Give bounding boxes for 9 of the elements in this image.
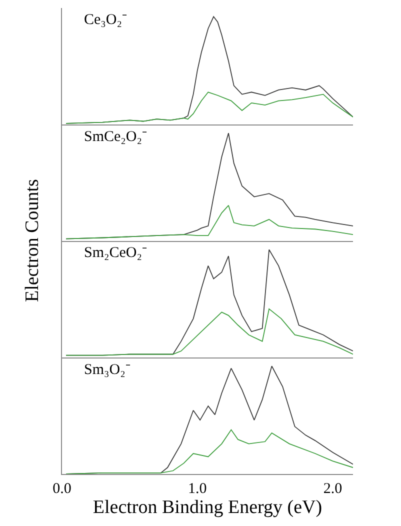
chart-title: Sm₂CeO₂⁻ [84,245,147,261]
x-tick-label: 1.0 [188,481,207,497]
y-axis-title: Electron Counts [22,179,44,302]
chart-title: Ce₃O₂⁻ [84,12,127,28]
x-axis-title: Electron Binding Energy (eV) [92,497,322,518]
chart-title: SmCe₂O₂⁻ [84,129,147,145]
x-tick-label: 0.0 [52,481,72,497]
x-tick-label: 2.0 [323,481,342,497]
chart-title: Sm₃O₂⁻ [84,362,130,378]
